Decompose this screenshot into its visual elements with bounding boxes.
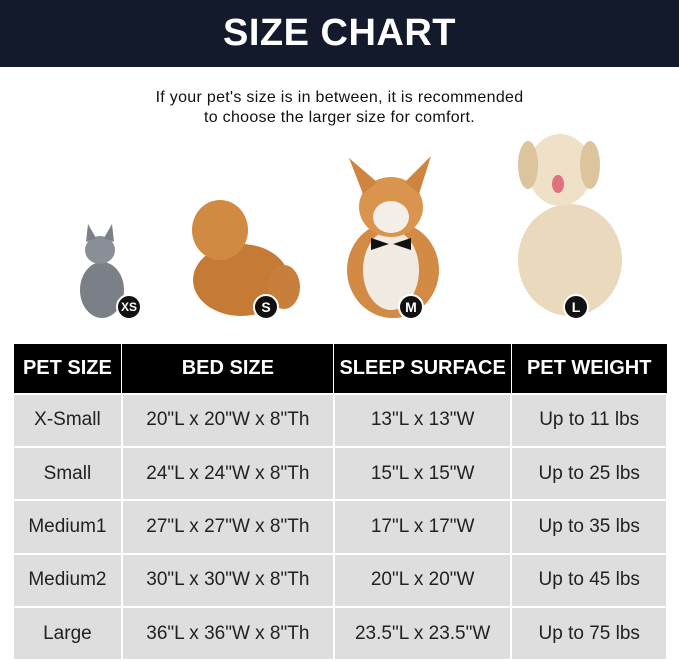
- table-row: Small 24"L x 24"W x 8"Th 15"L x 15"W Up to …: [12, 445, 668, 502]
- size-table: PET SIZE BED SIZE SLEEP SURFACE PET WEIG…: [12, 343, 668, 661]
- pet-weight-cell: Up to 45 lbs: [510, 552, 668, 609]
- size-badge-l: L: [563, 294, 589, 320]
- table-row: X-Small 20"L x 20"W x 8"Th 13"L x 13"W Up t…: [12, 392, 668, 448]
- size-badge-s: S: [253, 294, 279, 320]
- pomeranian-image: [192, 200, 300, 316]
- table-row: Medium1 27"L x 27"W x 8"Th 17"L x 17"W Up t…: [12, 499, 668, 555]
- table-row: Medium2 30"L x 30"W x 8"Th 20"L x 20"W Up t…: [12, 552, 668, 609]
- sleep-surface-cell: 15"L x 15"W: [332, 445, 513, 502]
- sleep-surface-cell: 17"L x 17"W: [332, 499, 513, 555]
- corgi-image: [347, 156, 439, 318]
- pet-size-cell: Small: [12, 445, 123, 502]
- sleep-surface-cell: 23.5"L x 23.5"W: [332, 606, 513, 661]
- bed-size-cell: 24"L x 24"W x 8"Th: [120, 445, 335, 502]
- pet-weight-cell: Up to 11 lbs: [510, 392, 668, 448]
- pet-size-cell: X-Small: [12, 392, 123, 448]
- bed-size-cell: 20"L x 20"W x 8"Th: [120, 392, 335, 448]
- header-bed-size: BED SIZE: [121, 343, 335, 394]
- bed-size-cell: 27"L x 27"W x 8"Th: [120, 499, 335, 555]
- size-chart-banner: SIZE CHART: [0, 0, 679, 67]
- size-badge-xs: XS: [116, 294, 142, 320]
- pet-size-cell: Medium1: [12, 499, 123, 555]
- sleep-surface-cell: 13"L x 13"W: [332, 392, 513, 448]
- pet-weight-cell: Up to 35 lbs: [510, 499, 668, 555]
- golden-retriever-image: [518, 134, 622, 316]
- note-line-2: to choose the larger size for comfort.: [203, 109, 476, 126]
- table-header-row: PET SIZE BED SIZE SLEEP SURFACE PET WEIG…: [12, 343, 668, 394]
- header-sleep-surface: SLEEP SURFACE: [333, 343, 512, 394]
- pet-weight-cell: Up to 75 lbs: [510, 606, 668, 661]
- bed-size-cell: 36"L x 36"W x 8"Th: [120, 606, 335, 661]
- note-line-1: If your pet's size is in between, it is …: [155, 89, 524, 106]
- bed-size-cell: 30"L x 30"W x 8"Th: [120, 552, 335, 609]
- size-badge-m: M: [398, 294, 424, 320]
- cat-image: [80, 224, 124, 318]
- page-title: SIZE CHART: [223, 12, 456, 54]
- header-pet-size: PET SIZE: [12, 343, 123, 394]
- header-pet-weight: PET WEIGHT: [510, 343, 668, 394]
- pet-size-cell: Large: [12, 606, 123, 661]
- sizing-note: If your pet's size is in between, it is …: [0, 88, 679, 128]
- sleep-surface-cell: 20"L x 20"W: [332, 552, 513, 609]
- pet-size-cell: Medium2: [12, 552, 123, 609]
- pet-weight-cell: Up to 25 lbs: [510, 445, 668, 502]
- table-row: Large 36"L x 36"W x 8"Th 23.5"L x 23.5"W Up…: [12, 606, 668, 661]
